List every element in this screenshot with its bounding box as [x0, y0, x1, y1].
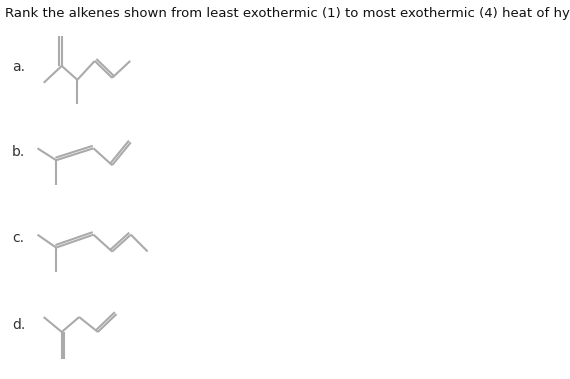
Text: b.: b. — [12, 145, 25, 159]
Text: a.: a. — [12, 60, 25, 74]
Text: Rank the alkenes shown from least exothermic (1) to most exothermic (4) heat of : Rank the alkenes shown from least exothe… — [5, 7, 570, 20]
Text: d.: d. — [12, 318, 25, 332]
Text: c.: c. — [12, 232, 24, 246]
